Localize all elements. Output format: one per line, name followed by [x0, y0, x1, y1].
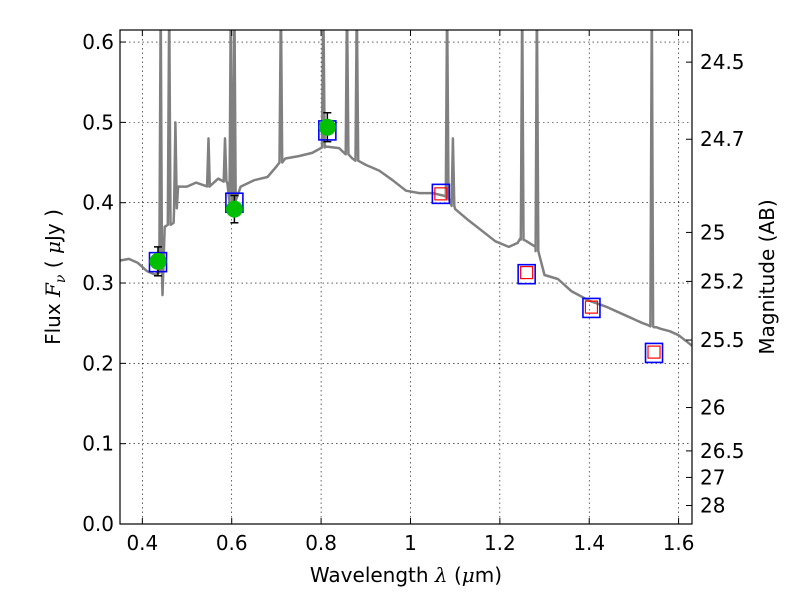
y2-axis-label: Magnitude (AB) [755, 199, 779, 354]
y2-tick-label: 26.5 [700, 439, 745, 463]
data-points [148, 111, 664, 364]
y-tick-label: 0.3 [82, 271, 114, 295]
observed-flux-point [149, 252, 167, 270]
model-flux-square [582, 297, 601, 319]
y2-tick-label: 25 [700, 220, 725, 244]
y-tick-label: 0.5 [82, 110, 114, 134]
y-tick-label: 0.0 [82, 512, 114, 536]
y-tick-label: 0.2 [82, 351, 114, 375]
upper-limit-square [584, 300, 599, 314]
model-flux-square [431, 183, 451, 205]
model-flux-square [644, 342, 664, 364]
axis-ticks: 0.4 0.6 0.8 1 1.2 1.4 1.6 0.0 0.1 0.2 0.3 0.4 0.5 0.6… [82, 30, 745, 555]
x-tick-label: 1 [404, 531, 417, 555]
observed-flux-point [225, 200, 243, 218]
upper-limit-square [520, 265, 534, 280]
x-tick-label: 1.2 [484, 531, 516, 555]
y2-tick-label: 27 [700, 465, 725, 489]
x-axis-label: Wavelength λ (μm) [310, 563, 502, 587]
y-axis-label: Flux Fν ( μJy ) [41, 209, 69, 345]
plot-frame [119, 29, 693, 525]
model-spectrum [120, 30, 692, 347]
x-tick-label: 1.4 [573, 531, 605, 555]
x-tick-label: 0.6 [216, 531, 248, 555]
upper-limit-square [434, 187, 448, 201]
y-tick-label: 0.1 [82, 432, 114, 456]
y2-tick-label: 28 [700, 494, 725, 518]
y2-tick-label: 24.7 [700, 127, 745, 151]
y2-tick-label: 24.5 [700, 50, 745, 74]
y2-tick-label: 25.2 [700, 269, 745, 293]
y2-tick-label: 26 [700, 396, 725, 420]
y2-tick-label: 25.5 [700, 328, 745, 352]
y-tick-label: 0.6 [82, 30, 114, 54]
x-tick-label: 0.4 [126, 531, 158, 555]
y-tick-label: 0.4 [82, 191, 114, 215]
plot-background [120, 30, 692, 524]
x-tick-label: 1.6 [663, 531, 695, 555]
observed-flux-point [318, 118, 336, 136]
spectrum-line [120, 30, 692, 347]
upper-limit-square [647, 345, 661, 359]
x-tick-label: 0.8 [305, 531, 337, 555]
model-flux-square [517, 263, 536, 285]
